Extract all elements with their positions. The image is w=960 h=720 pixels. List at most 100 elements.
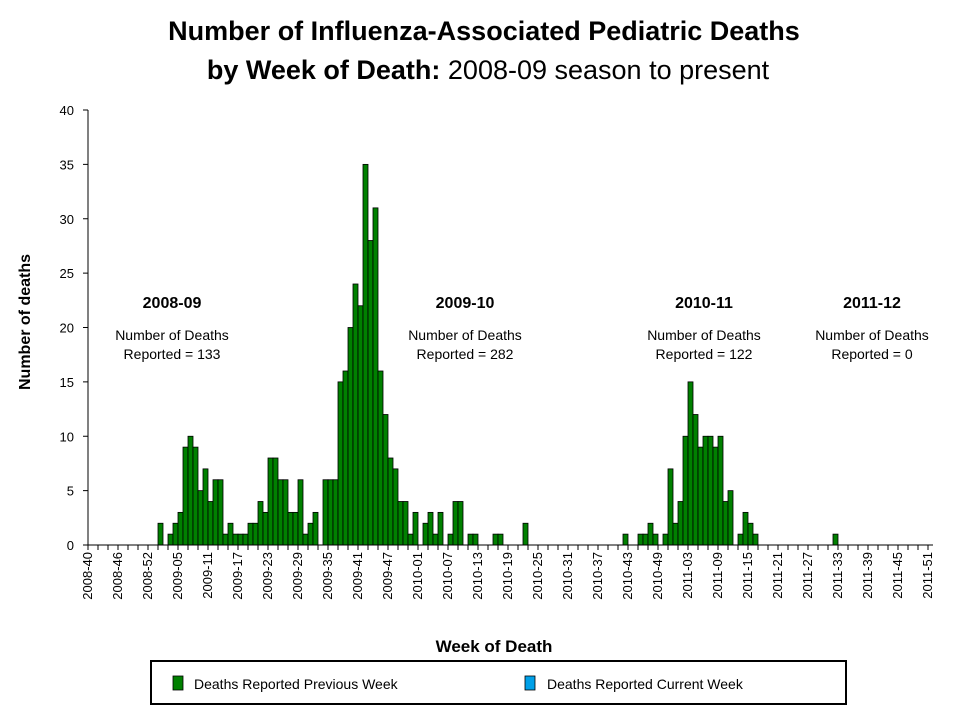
annotation-2010-11: 2010-11 Number of Deaths Reported = 122 xyxy=(647,295,761,362)
x-tick-label: 2010-07 xyxy=(440,552,455,600)
bar xyxy=(242,533,249,546)
bar xyxy=(217,479,224,546)
bar xyxy=(672,522,679,546)
bar xyxy=(157,522,164,546)
x-tick-label: 2010-01 xyxy=(410,552,425,600)
bar xyxy=(187,435,194,546)
bar xyxy=(252,522,259,546)
bar xyxy=(197,490,204,546)
y-tick-label: 20 xyxy=(60,321,74,336)
bar xyxy=(412,511,419,546)
bar xyxy=(167,533,174,546)
bar xyxy=(237,533,244,546)
x-tick-label: 2010-19 xyxy=(500,552,515,600)
x-tick-label: 2011-39 xyxy=(860,552,875,599)
bar xyxy=(427,511,434,546)
bar xyxy=(637,533,644,546)
bar xyxy=(452,501,459,546)
x-tick-label: 2008-40 xyxy=(80,552,95,600)
bar xyxy=(192,446,199,546)
bar xyxy=(737,533,744,546)
bar xyxy=(647,522,654,546)
x-tick-label: 2009-05 xyxy=(170,552,185,600)
bar xyxy=(747,522,754,546)
bar xyxy=(367,240,374,546)
bar xyxy=(322,479,329,546)
bar xyxy=(267,457,274,546)
x-tick-label: 2011-15 xyxy=(740,552,755,599)
bar xyxy=(667,468,674,546)
legend: Deaths Reported Previous Week Deaths Rep… xyxy=(150,660,847,705)
y-tick-label: 40 xyxy=(60,103,74,118)
season-count-line2: Reported = 133 xyxy=(124,346,221,362)
bar xyxy=(182,446,189,546)
bar xyxy=(327,479,334,546)
bar xyxy=(262,511,269,546)
bar xyxy=(357,305,364,546)
x-tick-label: 2009-41 xyxy=(350,552,365,600)
x-tick-label: 2009-11 xyxy=(200,552,215,599)
bar xyxy=(212,479,219,546)
bar xyxy=(642,533,649,546)
season-count-line1: Number of Deaths xyxy=(647,327,761,343)
x-tick-label: 2011-45 xyxy=(890,552,905,599)
y-axis-title: Number of deaths xyxy=(17,254,34,390)
x-tick-label: 2009-17 xyxy=(230,552,245,600)
x-tick-label: 2009-29 xyxy=(290,552,305,600)
annotation-2011-12: 2011-12 Number of Deaths Reported = 0 xyxy=(815,295,929,362)
season-count-line1: Number of Deaths xyxy=(815,327,929,343)
x-tick-label: 2009-35 xyxy=(320,552,335,600)
y-tick-label: 30 xyxy=(60,212,74,227)
bar xyxy=(692,414,699,546)
bar xyxy=(302,533,309,546)
bar xyxy=(407,533,414,546)
bar xyxy=(202,468,209,546)
season-count-line1: Number of Deaths xyxy=(408,327,522,343)
x-tick-label: 2008-52 xyxy=(140,552,155,600)
season-label: 2011-12 xyxy=(843,295,901,312)
bar xyxy=(522,522,529,546)
title-bold-part: by Week of Death: xyxy=(207,55,441,85)
bar xyxy=(492,533,499,546)
y-tick-label: 0 xyxy=(67,538,74,553)
bar xyxy=(727,490,734,546)
bar xyxy=(277,479,284,546)
season-label: 2009-10 xyxy=(436,295,495,312)
bar xyxy=(342,370,349,546)
bar xyxy=(677,501,684,546)
bar xyxy=(497,533,504,546)
x-ticks: 2008-40 2008-46 2008-52 2009-05 2009-11 2009-… xyxy=(80,545,935,600)
bar xyxy=(372,207,379,546)
x-tick-label: 2011-27 xyxy=(800,552,815,599)
bar xyxy=(702,435,709,546)
bar xyxy=(437,511,444,546)
bar xyxy=(362,163,369,546)
bar xyxy=(377,370,384,546)
x-tick-label: 2011-21 xyxy=(770,552,785,599)
bar xyxy=(387,457,394,546)
season-count-line1: Number of Deaths xyxy=(115,327,229,343)
y-tick-label: 25 xyxy=(60,266,74,281)
bar xyxy=(697,446,704,546)
legend-label-previous-week: Deaths Reported Previous Week xyxy=(194,676,399,692)
bar xyxy=(332,479,339,546)
bar xyxy=(392,468,399,546)
x-tick-label: 2011-03 xyxy=(680,552,695,599)
bar xyxy=(297,479,304,546)
x-tick-label: 2010-31 xyxy=(560,552,575,600)
x-tick-label: 2010-37 xyxy=(590,552,605,600)
y-tick-label: 5 xyxy=(67,484,74,499)
season-label: 2010-11 xyxy=(675,295,733,312)
bar xyxy=(432,533,439,546)
legend-swatch-previous-week xyxy=(172,675,184,691)
bar xyxy=(292,511,299,546)
x-tick-label: 2008-46 xyxy=(110,552,125,600)
season-count-line2: Reported = 122 xyxy=(656,346,753,362)
bar xyxy=(257,501,264,546)
bar xyxy=(172,522,179,546)
bar xyxy=(447,533,454,546)
bar xyxy=(347,327,354,546)
x-axis-title: Week of Death xyxy=(436,637,553,656)
x-tick-label: 2010-13 xyxy=(470,552,485,600)
x-tick-label: 2009-47 xyxy=(380,552,395,600)
